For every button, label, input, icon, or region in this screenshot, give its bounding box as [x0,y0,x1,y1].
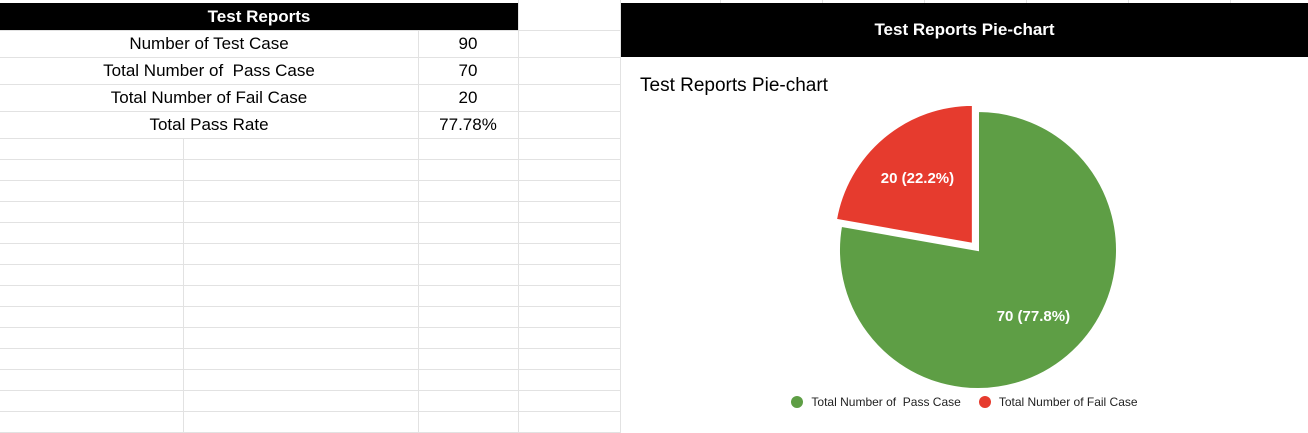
grid-row-line [0,327,621,328]
row-value-pass-cases[interactable]: 70 [458,61,478,80]
grid-row-line [0,390,621,391]
legend-item-fail: Total Number of Fail Case [978,395,1138,409]
row-label-fail-cases[interactable]: Total Number of Fail Case [110,88,308,107]
grid-col-line [183,138,184,433]
data-label-fail: 20 (22.2%) [881,170,954,187]
grid-row-line [0,138,621,139]
row-value-fail-cases[interactable]: 20 [458,88,478,107]
legend-dot-fail [978,396,991,408]
legend-label-fail: Total Number of Fail Case [998,395,1138,409]
grid-col-line [822,0,823,3]
row-label-test-cases[interactable]: Number of Test Case [129,34,289,53]
grid-row-line [0,306,621,307]
pie-slice-pass[interactable] [838,109,1118,390]
grid-col-line [518,0,519,433]
pie-chart[interactable]: Test Reports Pie-chart 70 (77.8%) 20 (22.… [621,57,1308,433]
chart-title: Test Reports Pie-chart [640,75,828,96]
grid-row-line [0,180,621,181]
grid-col-line [924,0,925,3]
grid-row-line [0,285,621,286]
grid-row-line [0,84,621,85]
grid-row-line [0,111,621,112]
grid-row-line [0,243,621,244]
grid-row-line [0,159,621,160]
pie-chart-svg: 70 (77.8%) 20 (22.2%) [834,103,1118,390]
grid-col-line [1026,0,1027,3]
row-value-pass-rate[interactable]: 77.78% [439,115,497,134]
table-header[interactable]: Test Reports [0,3,518,30]
grid-row-line [0,348,621,349]
row-value-test-cases[interactable]: 90 [458,34,478,53]
grid-row-line [0,369,621,370]
legend-item-pass: Total Number of Pass Case [791,395,961,409]
legend-label-pass: Total Number of Pass Case [811,395,961,409]
grid-col-line [1128,0,1129,3]
grid-col-line [620,0,621,433]
grid-row-line [0,222,621,223]
grid-row-line [0,411,621,412]
data-label-pass: 70 (77.8%) [997,308,1070,325]
pie-slice-fail[interactable] [834,103,974,246]
row-label-pass-cases[interactable]: Total Number of Pass Case [103,61,315,80]
legend-dot-pass [791,396,804,408]
grid-row-line [0,201,621,202]
grid-col-line [720,0,721,3]
row-label-pass-rate[interactable]: Total Pass Rate [149,115,269,134]
grid-col-line [418,30,419,433]
grid-row-line [0,264,621,265]
chart-header[interactable]: Test Reports Pie-chart [621,3,1308,57]
grid-col-line [1230,0,1231,3]
chart-legend: Total Number of Pass Case Total Number o… [621,395,1308,409]
